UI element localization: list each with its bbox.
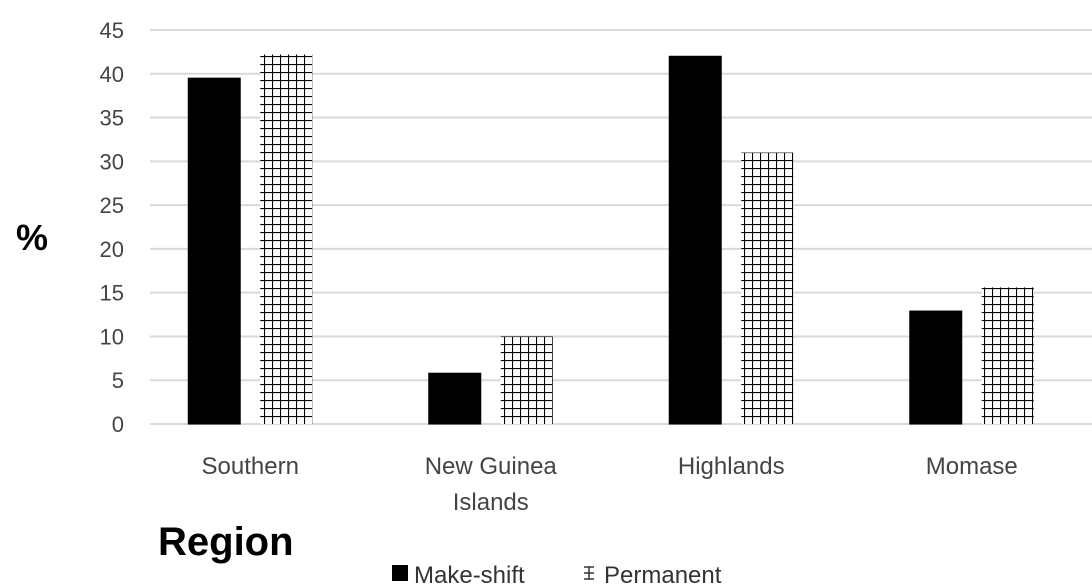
bar-make-shift bbox=[428, 372, 482, 425]
y-tick-label: 15 bbox=[100, 281, 124, 306]
legend-swatch-make-shift bbox=[392, 565, 408, 581]
bar-permanent bbox=[260, 54, 313, 424]
y-tick-label: 5 bbox=[112, 368, 124, 393]
x-category-label: Momase bbox=[926, 453, 1018, 480]
x-category-label: Southern bbox=[202, 453, 299, 480]
y-tick-label: 30 bbox=[100, 149, 124, 174]
legend-label-permanent: Permanent bbox=[604, 562, 722, 587]
legend-label-make-shift: Make-shift bbox=[414, 562, 525, 587]
bar-make-shift bbox=[668, 55, 722, 425]
y-tick-label: 25 bbox=[100, 193, 124, 218]
x-axis-categories: Southern New Guinea Islands Highlands Momase bbox=[202, 453, 1018, 516]
y-tick-label: 45 bbox=[100, 18, 124, 43]
bar-permanent bbox=[741, 152, 794, 425]
legend: Make-shift Permanent bbox=[392, 562, 722, 587]
bar-permanent bbox=[500, 336, 553, 424]
x-axis-label: Region bbox=[158, 520, 294, 564]
x-category-label: Islands bbox=[453, 489, 529, 516]
y-tick-label: 0 bbox=[112, 412, 124, 437]
legend-swatch-permanent bbox=[584, 566, 594, 580]
y-tick-label: 20 bbox=[100, 237, 124, 262]
y-tick-label: 35 bbox=[100, 106, 124, 131]
y-tick-label: 40 bbox=[100, 62, 124, 87]
y-tick-label: 10 bbox=[100, 324, 124, 349]
x-category-label: Highlands bbox=[678, 453, 785, 480]
bars bbox=[187, 54, 1034, 425]
y-axis-label: % bbox=[16, 217, 48, 258]
bar-make-shift bbox=[187, 77, 241, 425]
bar-permanent bbox=[981, 287, 1034, 424]
bar-make-shift bbox=[909, 310, 963, 425]
y-axis-ticks: 0 5 10 15 20 25 30 35 40 45 bbox=[100, 18, 124, 437]
x-category-label: New Guinea bbox=[425, 453, 558, 480]
